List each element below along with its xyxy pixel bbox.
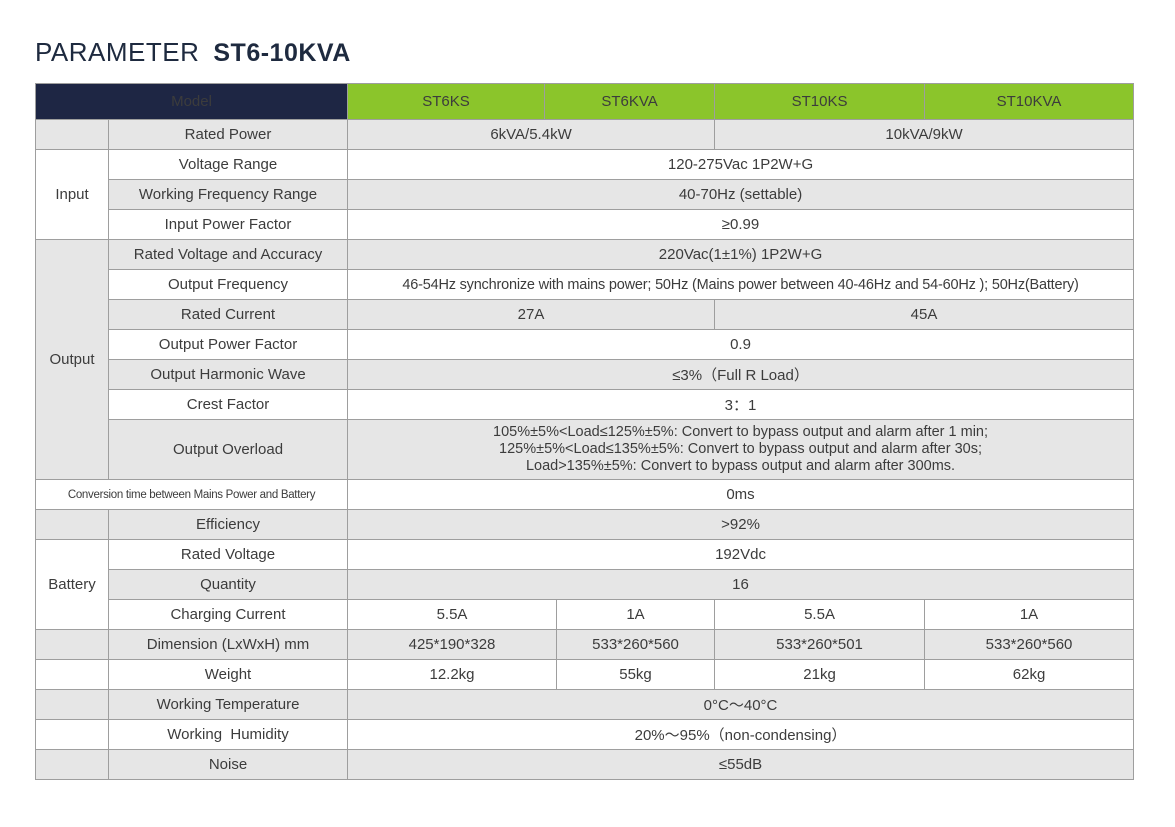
table-row: Conversion time between Mains Power and … (34, 479, 1135, 510)
spec-table: Model ST6KS ST6KVA ST10KS ST10KVA Rated … (34, 83, 1135, 780)
table-row: Output Frequency 46-54Hz synchronize wit… (36, 269, 1135, 300)
value-cell: 533*260*501 (714, 629, 926, 660)
param-label: Dimension (LxWxH) mm (107, 629, 349, 660)
param-label: Quantity (107, 569, 349, 600)
overload-line: 105%±5%<Load≤125%±5%: Convert to bypass … (493, 424, 989, 440)
group-label-output: Output (35, 239, 109, 480)
table-row: Quantity 16 (36, 569, 1135, 600)
value-cell: 0°C～40°C (347, 689, 1135, 720)
param-label: Rated Voltage (107, 539, 349, 570)
value-cell: 533*260*560 (556, 629, 716, 660)
value-cell: 55kg (556, 659, 716, 690)
value-cell: 120-275Vac 1P2W+G (347, 149, 1135, 180)
param-label: Weight (107, 659, 349, 690)
table-row: Efficiency >92% (35, 509, 1135, 540)
table-row: Working Temperature 0°C～40°C (35, 689, 1135, 720)
param-label: Working Temperature (107, 689, 349, 720)
value-cell: 40-70Hz (settable) (347, 179, 1135, 210)
param-label: Efficiency (107, 509, 349, 540)
table-row: Rated Current 27A 45A (36, 299, 1135, 330)
param-label: Output Frequency (107, 269, 349, 300)
table-row: Battery Rated Voltage 192Vdc (35, 539, 1135, 630)
empty-cell (35, 509, 109, 540)
table-row: Output Power Factor 0.9 (36, 329, 1135, 360)
model-st6kva-header: ST6KVA (544, 83, 716, 120)
model-st10kva-header: ST10KVA (924, 83, 1135, 120)
model-header: Model (34, 83, 349, 120)
value-cell: 20%～95%（non-condensing） (347, 719, 1135, 750)
table-row: Noise ≤55dB (35, 749, 1135, 780)
table-row: Dimension (LxWxH) mm 425*190*328 533*260… (35, 629, 1135, 660)
table-row: Input Power Factor ≥0.99 (36, 209, 1135, 240)
value-cell: ≥0.99 (347, 209, 1135, 240)
value-cell: 0ms (347, 479, 1135, 510)
value-cell: 10kVA/9kW (714, 119, 1135, 150)
header-row: Model ST6KS ST6KVA ST10KS ST10KVA (34, 83, 1135, 120)
table-row: Charging Current 5.5A 1A 5.5A 1A (36, 599, 1135, 630)
param-label: Working Frequency Range (107, 179, 349, 210)
value-cell: ≤55dB (347, 749, 1135, 780)
title-model: ST6-10KVA (213, 39, 351, 67)
param-label: Voltage Range (107, 149, 349, 180)
param-label: Rated Current (107, 299, 349, 330)
value-cell: 46-54Hz synchronize with mains power; 50… (347, 269, 1135, 300)
value-cell: 425*190*328 (347, 629, 558, 660)
table-row: Crest Factor 3：1 (36, 389, 1135, 420)
empty-cell (35, 719, 109, 750)
table-row: Working Frequency Range 40-70Hz (settabl… (36, 179, 1135, 210)
param-label: Charging Current (107, 599, 349, 630)
group-label-battery: Battery (35, 539, 109, 630)
title-prefix: PARAMETER (35, 37, 200, 67)
model-st6ks-header: ST6KS (347, 83, 546, 120)
param-label: Conversion time between Mains Power and … (34, 479, 349, 510)
param-label: Crest Factor (107, 389, 349, 420)
empty-cell (35, 689, 109, 720)
value-cell: 3：1 (347, 389, 1135, 420)
value-cell: 16 (347, 569, 1135, 600)
value-cell: 220Vac(1±1%) 1P2W+G (347, 239, 1135, 270)
param-label: Working Humidity (107, 719, 349, 750)
value-cell: >92% (347, 509, 1135, 540)
param-label: Rated Power (107, 119, 349, 150)
table-row: Input Voltage Range 120-275Vac 1P2W+G (35, 149, 1135, 240)
overload-line: 125%±5%<Load≤135%±5%: Convert to bypass … (499, 441, 982, 457)
value-cell: 533*260*560 (924, 629, 1135, 660)
value-cell: 0.9 (347, 329, 1135, 360)
param-label: Output Power Factor (107, 329, 349, 360)
value-cell: 45A (714, 299, 1135, 330)
overload-cell: 105%±5%<Load≤125%±5%: Convert to bypass … (347, 419, 1135, 480)
param-label: Input Power Factor (107, 209, 349, 240)
param-label: Output Overload (107, 419, 349, 480)
param-label: Noise (107, 749, 349, 780)
value-cell: 6kVA/5.4kW (347, 119, 716, 150)
value-cell: 5.5A (714, 599, 926, 630)
table-row: Output Overload 105%±5%<Load≤125%±5%: Co… (36, 419, 1135, 480)
param-label: Output Harmonic Wave (107, 359, 349, 390)
value-cell: 192Vdc (347, 539, 1135, 570)
value-cell: 62kg (924, 659, 1135, 690)
value-cell: 21kg (714, 659, 926, 690)
empty-cell (35, 659, 109, 690)
table-row: Rated Power 6kVA/5.4kW 10kVA/9kW (35, 119, 1135, 150)
table-row: Output Rated Voltage and Accuracy 220Vac… (35, 239, 1135, 480)
table-row: Output Harmonic Wave ≤3%（Full R Load） (36, 359, 1135, 390)
group-label-input: Input (35, 149, 109, 240)
page-title: PARAMETER ST6-10KVA (35, 37, 351, 71)
value-cell: 1A (556, 599, 716, 630)
table-row: Weight 12.2kg 55kg 21kg 62kg (35, 659, 1135, 690)
value-cell: 1A (924, 599, 1135, 630)
empty-cell (35, 629, 109, 660)
table-row: Working Humidity 20%～95%（non-condensing） (35, 719, 1135, 750)
value-cell: 27A (347, 299, 716, 330)
model-st10ks-header: ST10KS (714, 83, 926, 120)
empty-cell (35, 749, 109, 780)
value-cell: 5.5A (347, 599, 558, 630)
overload-line: Load>135%±5%: Convert to bypass output a… (525, 458, 956, 474)
value-cell: ≤3%（Full R Load） (347, 359, 1135, 390)
param-label: Rated Voltage and Accuracy (107, 239, 349, 270)
value-cell: 12.2kg (347, 659, 558, 690)
empty-cell (35, 119, 109, 150)
